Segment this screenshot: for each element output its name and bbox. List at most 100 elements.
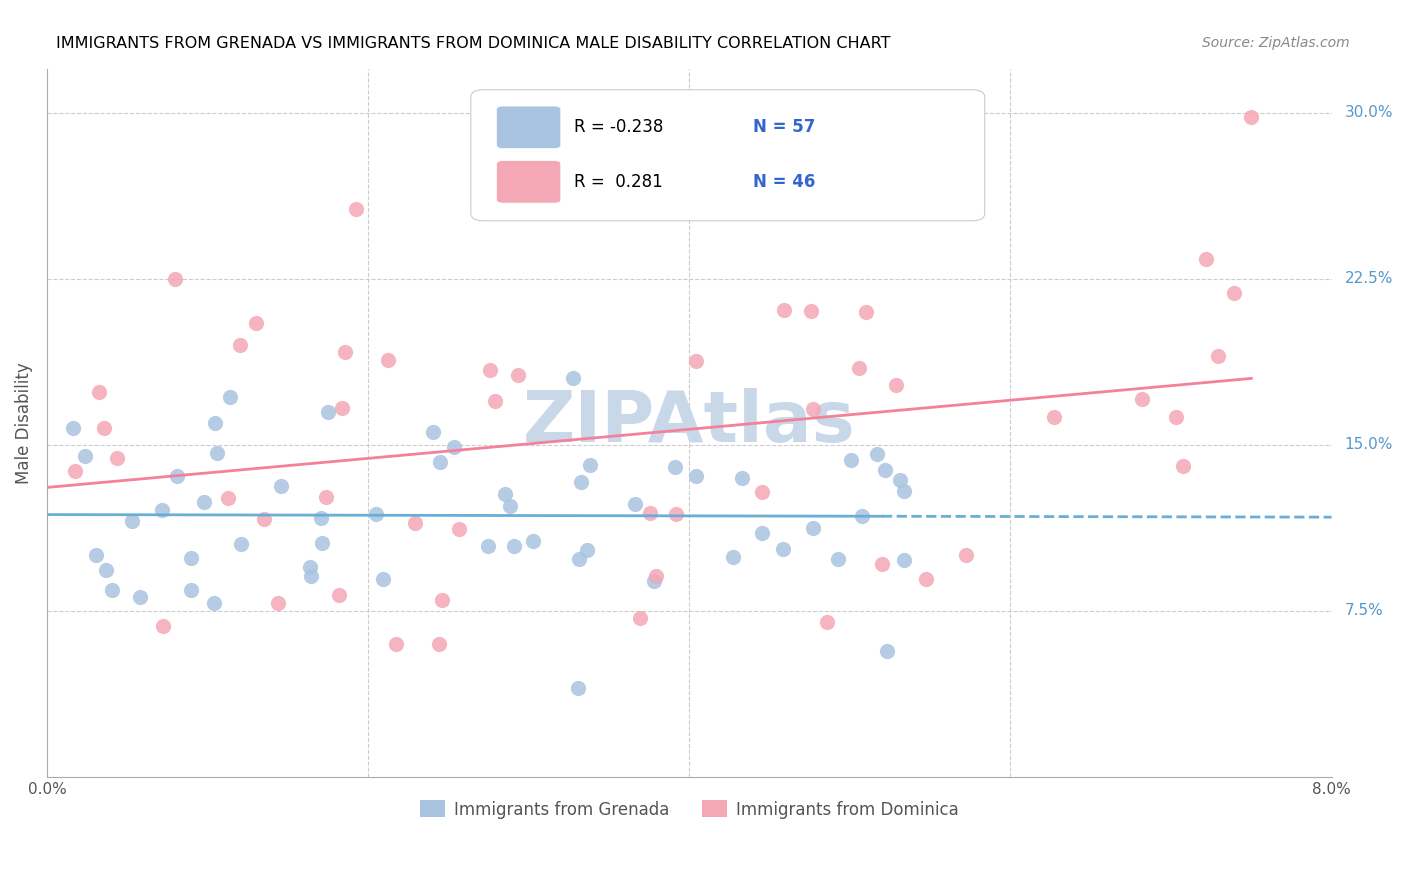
Point <box>839 452 862 467</box>
Point <box>477 539 499 553</box>
Point <box>330 401 353 415</box>
Point <box>1206 349 1229 363</box>
Point <box>866 446 889 460</box>
Text: 30.0%: 30.0% <box>1344 105 1393 120</box>
Point <box>665 508 688 522</box>
Point <box>884 378 907 392</box>
Point <box>377 352 399 367</box>
Point <box>915 572 938 586</box>
Point <box>751 525 773 540</box>
Point <box>568 552 591 566</box>
Point <box>429 455 451 469</box>
Point <box>311 535 333 549</box>
Point <box>430 593 453 607</box>
Point <box>84 548 107 562</box>
Point <box>218 390 240 404</box>
Point <box>889 474 911 488</box>
Point <box>93 421 115 435</box>
Point <box>800 303 823 318</box>
Point <box>851 509 873 524</box>
Point <box>815 615 838 629</box>
Point <box>893 553 915 567</box>
Point <box>827 551 849 566</box>
Text: 22.5%: 22.5% <box>1344 271 1393 286</box>
Point <box>105 450 128 465</box>
Point <box>685 353 707 368</box>
Point <box>664 460 686 475</box>
Point <box>229 536 252 550</box>
Point <box>801 402 824 417</box>
Text: IMMIGRANTS FROM GRENADA VS IMMIGRANTS FROM DOMINICA MALE DISABILITY CORRELATION : IMMIGRANTS FROM GRENADA VS IMMIGRANTS FR… <box>56 36 891 51</box>
Point <box>129 590 152 604</box>
Point <box>193 495 215 509</box>
Text: 15.0%: 15.0% <box>1344 437 1393 452</box>
Text: R = -0.238: R = -0.238 <box>574 119 664 136</box>
Point <box>731 471 754 485</box>
Point <box>1195 252 1218 267</box>
Point <box>575 543 598 558</box>
Point <box>309 511 332 525</box>
Point <box>217 491 239 505</box>
Point <box>1130 392 1153 406</box>
Point <box>316 405 339 419</box>
Point <box>875 463 897 477</box>
Point <box>503 539 526 553</box>
Point <box>298 559 321 574</box>
Point <box>228 338 250 352</box>
Point <box>180 551 202 566</box>
Point <box>404 516 426 531</box>
Point <box>204 417 226 431</box>
Point <box>328 588 350 602</box>
Point <box>384 637 406 651</box>
Point <box>333 344 356 359</box>
Point <box>94 563 117 577</box>
Point <box>315 491 337 505</box>
Point <box>630 611 652 625</box>
Y-axis label: Male Disability: Male Disability <box>15 362 32 483</box>
FancyBboxPatch shape <box>496 106 561 149</box>
Point <box>245 316 267 330</box>
Point <box>494 487 516 501</box>
Point <box>855 305 877 319</box>
Point <box>267 596 290 610</box>
Point <box>623 497 645 511</box>
Point <box>1240 110 1263 124</box>
Point <box>73 449 96 463</box>
Point <box>657 147 679 161</box>
Point <box>62 421 84 435</box>
Point <box>371 572 394 586</box>
Point <box>567 681 589 696</box>
Point <box>1223 286 1246 301</box>
Point <box>427 637 450 651</box>
Point <box>364 508 387 522</box>
Point <box>87 385 110 400</box>
Text: ZIPAtlas: ZIPAtlas <box>523 388 856 458</box>
Point <box>150 503 173 517</box>
Text: N = 46: N = 46 <box>754 173 815 191</box>
Text: N = 57: N = 57 <box>754 119 815 136</box>
Point <box>270 478 292 492</box>
Point <box>478 362 501 376</box>
Point <box>772 542 794 557</box>
FancyBboxPatch shape <box>496 161 561 203</box>
Point <box>645 569 668 583</box>
Point <box>723 550 745 565</box>
Point <box>522 533 544 548</box>
Point <box>569 475 592 490</box>
Point <box>893 483 915 498</box>
Point <box>166 469 188 483</box>
FancyBboxPatch shape <box>471 90 984 221</box>
Point <box>180 583 202 598</box>
Point <box>870 558 893 572</box>
Point <box>751 484 773 499</box>
Point <box>848 361 870 376</box>
Point <box>205 446 228 460</box>
Point <box>447 522 470 536</box>
Point <box>1043 410 1066 425</box>
Point <box>579 458 602 473</box>
Point <box>165 272 187 286</box>
Text: Source: ZipAtlas.com: Source: ZipAtlas.com <box>1202 36 1350 50</box>
Point <box>63 464 86 478</box>
Point <box>685 469 707 483</box>
Point <box>484 394 506 409</box>
